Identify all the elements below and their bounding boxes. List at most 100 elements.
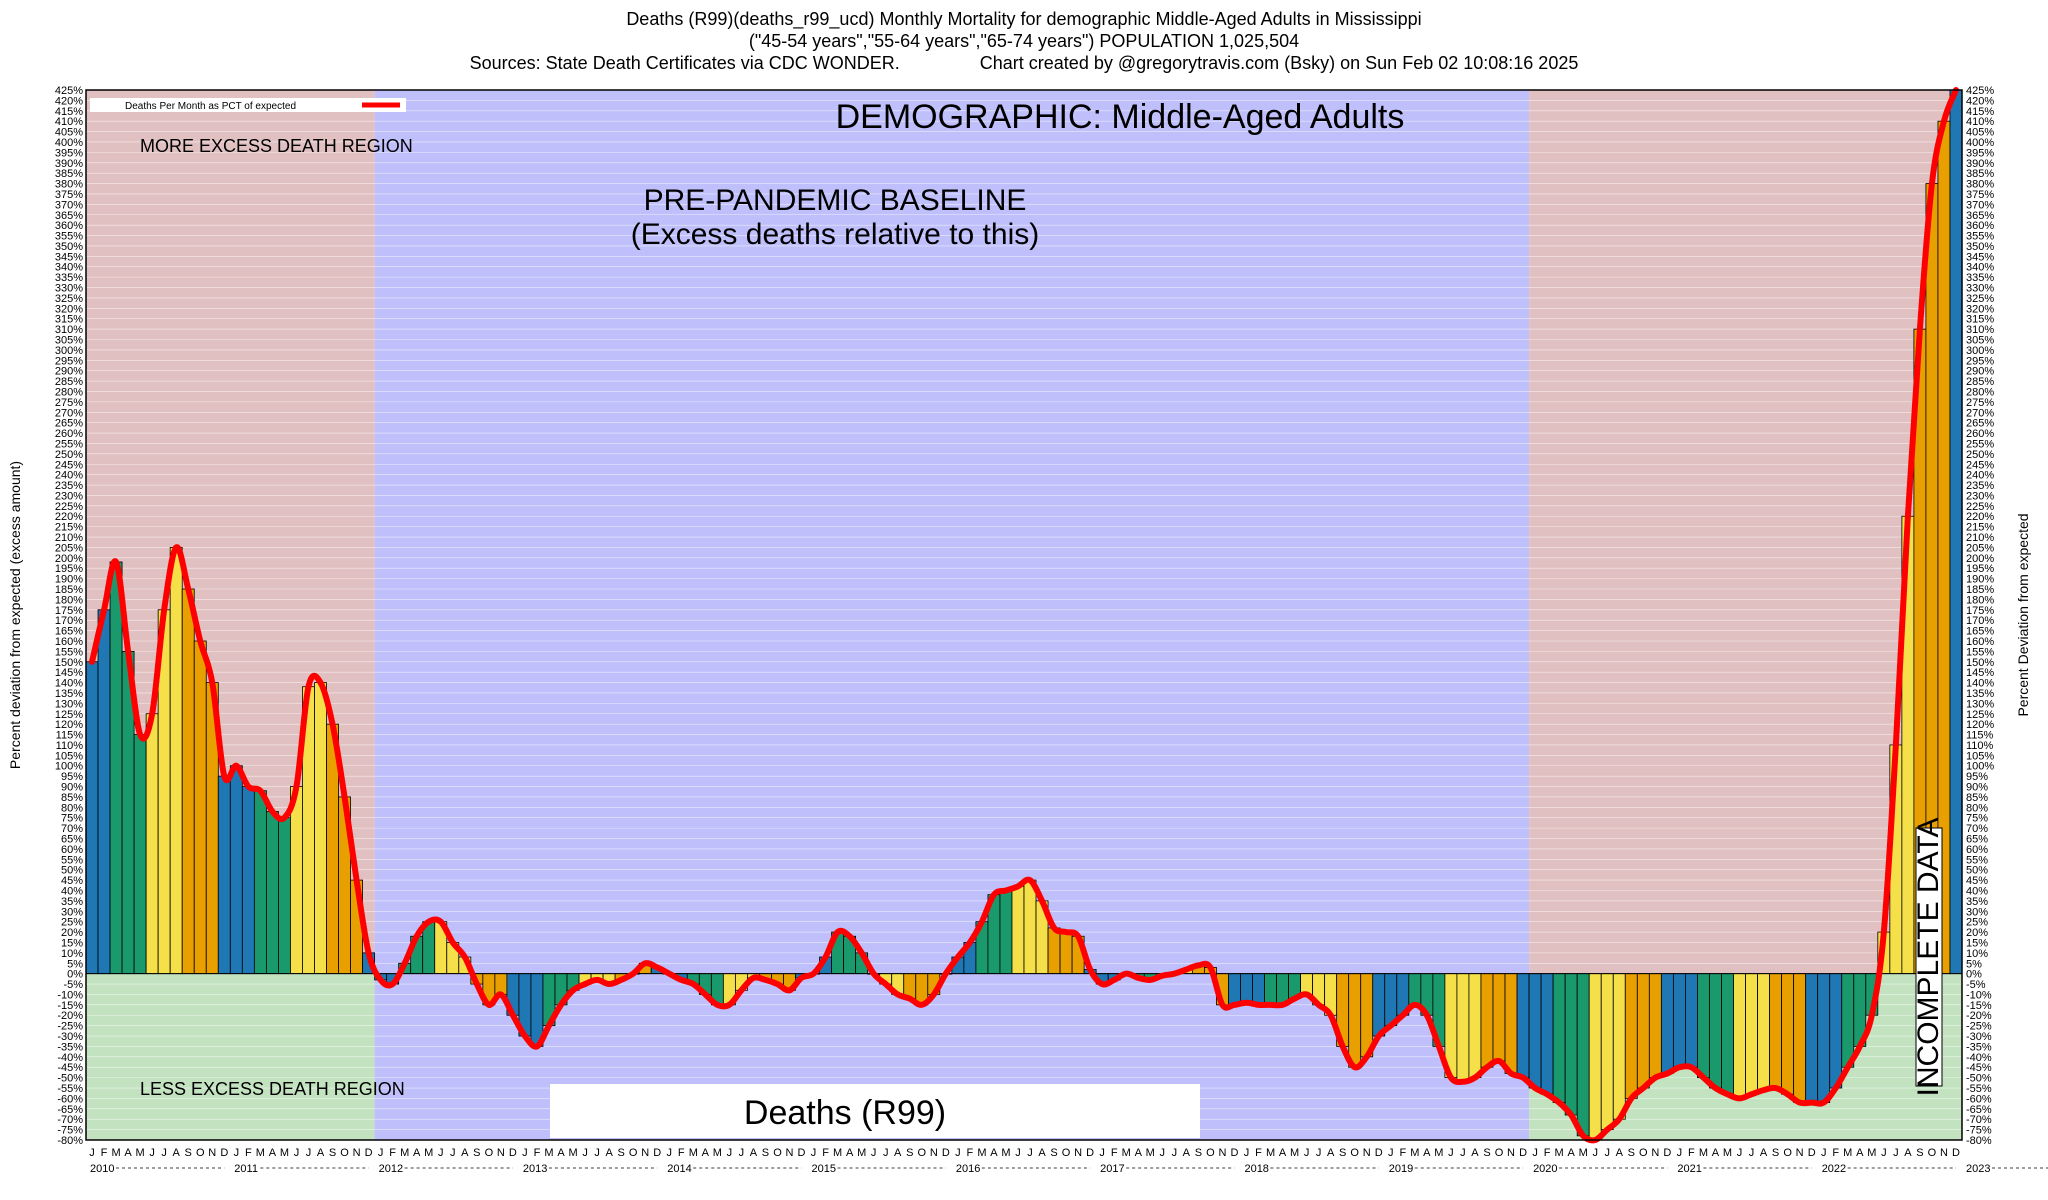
y-tick-label-right: 345% <box>1966 251 1994 263</box>
x-tick-month: J <box>594 1147 600 1159</box>
y-tick-labels: -80% -80%-75% -75%-70% -70%-65% -65%-60% -60%… <box>55 85 1994 1147</box>
x-tick-month: N <box>1218 1147 1226 1159</box>
x-tick-month: A <box>461 1147 469 1159</box>
x-tick-month: J <box>1316 1147 1322 1159</box>
y-tick-label-right: 365% <box>1966 210 1994 222</box>
y-tick-label-right: -80% <box>1966 1135 1992 1147</box>
x-tick-month: J <box>89 1147 95 1159</box>
bar <box>1348 973 1362 1068</box>
x-tick-month: F <box>1111 1147 1118 1159</box>
x-tick-month: J <box>1893 1147 1899 1159</box>
x-tick-month: S <box>906 1147 913 1159</box>
x-tick-month: N <box>1796 1147 1804 1159</box>
y-tick-label-left: 320% <box>55 303 83 315</box>
y-tick-label-left: 365% <box>55 210 83 222</box>
y-tick-label-right: 295% <box>1966 355 1994 367</box>
chart-gridlines <box>86 89 1962 1141</box>
y-tick-label-right: 185% <box>1966 584 1994 596</box>
bar <box>1528 973 1542 1089</box>
y-tick-label-right: 390% <box>1966 158 1994 170</box>
y-tick-label-left: 195% <box>55 563 83 575</box>
bar <box>1612 973 1626 1120</box>
y-tick-label-right: -25% <box>1966 1021 1992 1033</box>
x-tick-month: A <box>702 1147 710 1159</box>
x-tick-month: J <box>727 1147 733 1159</box>
bar <box>494 973 508 995</box>
bar <box>1841 973 1855 1068</box>
x-tick-month: M <box>544 1147 553 1159</box>
y-tick-label-right: 415% <box>1966 106 1994 118</box>
y-tick-label-left: -25% <box>57 1021 83 1033</box>
bar <box>1023 879 1037 975</box>
y-tick-label-right: 385% <box>1966 168 1994 180</box>
y-tick-label-left: 300% <box>55 345 83 357</box>
x-tick-month: J <box>161 1147 167 1159</box>
x-tick-month: M <box>857 1147 866 1159</box>
y-tick-label-left: 415% <box>55 106 83 118</box>
bar <box>1757 973 1770 1091</box>
y-tick-label-right: 220% <box>1966 511 1994 523</box>
bar <box>1636 973 1650 1089</box>
x-tick-month: O <box>918 1147 927 1159</box>
y-tick-label-left: 35% <box>61 896 83 908</box>
y-tick-label-left: 75% <box>61 813 83 825</box>
y-tick-label-left: 205% <box>55 542 83 554</box>
y-tick-label-left: 260% <box>55 428 83 440</box>
y-tick-label-right: 95% <box>1966 771 1988 783</box>
y-tick-label-left: 210% <box>55 532 83 544</box>
y-tick-label-left: 100% <box>55 761 83 773</box>
y-tick-label-left: 15% <box>61 937 83 949</box>
x-tick-month: D <box>942 1147 950 1159</box>
bar <box>1504 973 1518 1074</box>
y-tick-label-left: 200% <box>55 553 83 565</box>
x-tick-month: A <box>1471 1147 1479 1159</box>
bar <box>1011 885 1025 975</box>
y-tick-label-left: 220% <box>55 511 83 523</box>
y-tick-label-right: 35% <box>1966 896 1988 908</box>
chart-trend-line <box>89 87 1959 1144</box>
y-tick-label-right: 0% <box>1966 969 1982 981</box>
y-tick-label-left: 95% <box>61 771 83 783</box>
demographic-heading: DEMOGRAPHIC: Middle-Aged Adults <box>836 98 1405 136</box>
x-tick-month: O <box>485 1147 494 1159</box>
bar <box>1252 973 1265 1006</box>
bar <box>1697 973 1710 1079</box>
bar <box>241 786 255 975</box>
x-tick-month: J <box>450 1147 456 1159</box>
x-tick-month: S <box>617 1147 624 1159</box>
x-tick-month: S <box>1772 1147 1779 1159</box>
y-tick-label-right: 330% <box>1966 283 1994 295</box>
x-tick-month: D <box>653 1147 661 1159</box>
y-tick-label-left: -60% <box>57 1093 83 1105</box>
y-tick-label-right: 165% <box>1966 626 1994 638</box>
y-tick-label-right: 25% <box>1966 917 1988 929</box>
x-tick-month: O <box>1495 1147 1504 1159</box>
x-tick-month: J <box>1881 1147 1887 1159</box>
x-tick-month: S <box>1916 1147 1923 1159</box>
bar <box>253 790 267 975</box>
y-tick-label-left: 350% <box>55 241 83 253</box>
x-tick-month: D <box>798 1147 806 1159</box>
x-tick-year: 2021 <box>1677 1163 1701 1175</box>
x-tick-month: J <box>739 1147 745 1159</box>
y-tick-label-left: 330% <box>55 283 83 295</box>
x-tick-month: M <box>1555 1147 1564 1159</box>
x-tick-month: A <box>1904 1147 1912 1159</box>
x-tick-month: M <box>713 1147 722 1159</box>
x-tick-month: J <box>1160 1147 1166 1159</box>
x-tick-month: M <box>1579 1147 1588 1159</box>
x-tick-month: M <box>1867 1147 1876 1159</box>
y-tick-label-right: 195% <box>1966 563 1994 575</box>
y-tick-label-left: 275% <box>55 397 83 409</box>
bar <box>1805 973 1819 1103</box>
bar <box>1769 973 1783 1089</box>
x-tick-month: J <box>1677 1147 1683 1159</box>
x-tick-month: O <box>1783 1147 1792 1159</box>
x-tick-year: 2015 <box>812 1163 836 1175</box>
y-tick-label-left: -15% <box>57 1000 83 1012</box>
y-tick-label-right: 210% <box>1966 532 1994 544</box>
x-tick-month: D <box>365 1147 373 1159</box>
x-tick-month: J <box>811 1147 817 1159</box>
y-tick-label-right: 375% <box>1966 189 1994 201</box>
